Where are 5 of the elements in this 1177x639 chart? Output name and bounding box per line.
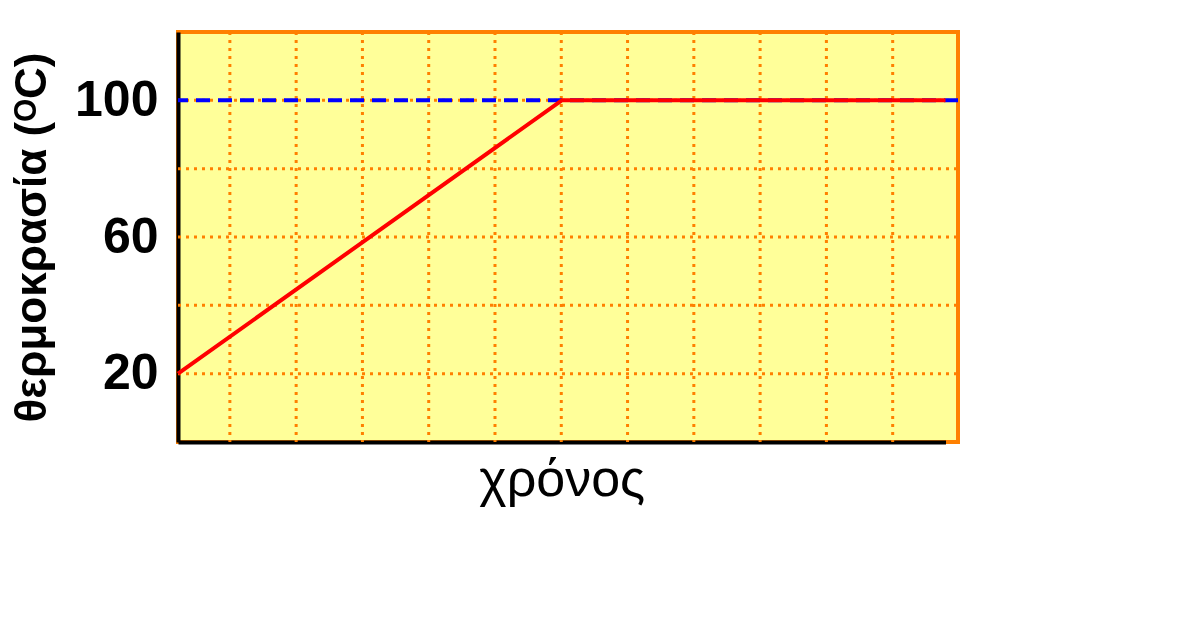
y-axis-title: θερμοκρασία (ᴼC) [6, 52, 56, 423]
x-axis-title: χρόνος [479, 448, 646, 507]
y-tick-label: 100 [75, 70, 159, 127]
y-tick-label: 20 [102, 344, 159, 401]
y-tick-label: 60 [102, 207, 159, 264]
